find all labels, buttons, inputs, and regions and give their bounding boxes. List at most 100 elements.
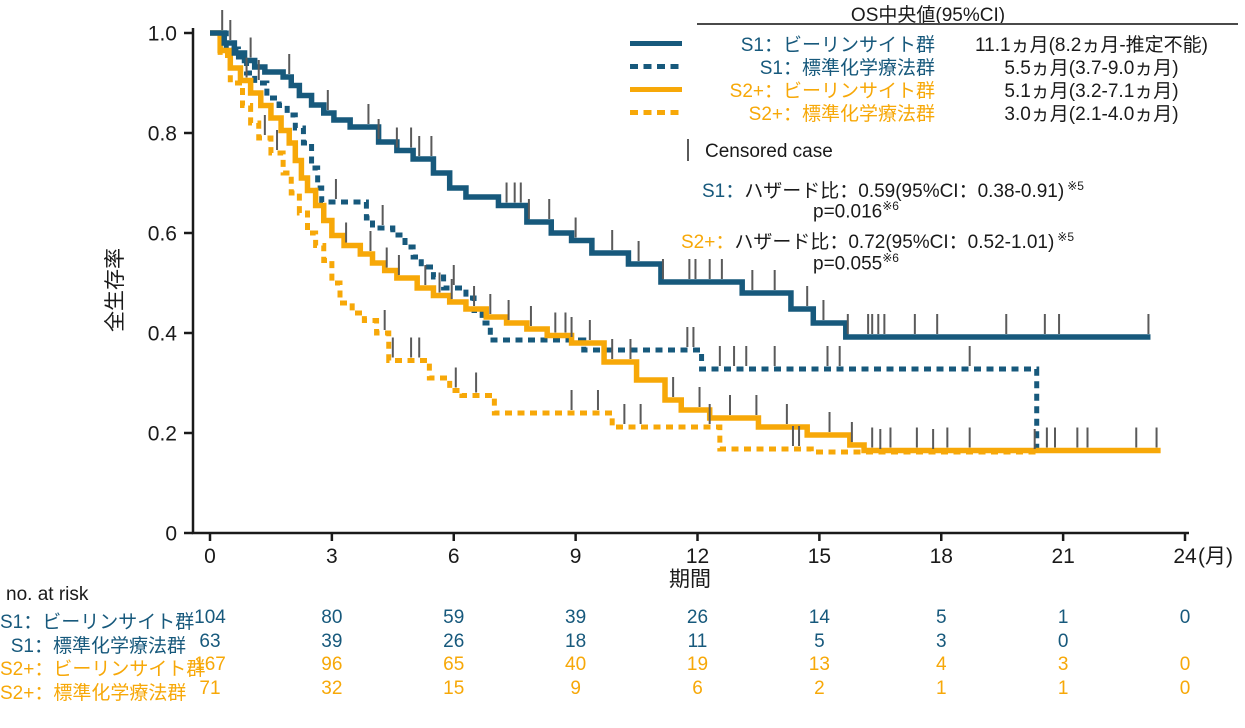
- s1-hazard-text: ハザード比：0.59(95%CI：0.38-0.91): [744, 181, 1065, 202]
- km-curve-s2-blincyto: [210, 30, 1161, 454]
- x-tick-label: 9: [570, 545, 582, 568]
- s2-p-footnote-ref: ※6: [882, 251, 899, 265]
- legend-row-1: S1：ビーリンサイト群 11.1ヵ月(8.2ヵ月-推定不能): [630, 32, 1245, 56]
- risk-count-cell: 1: [1057, 607, 1069, 628]
- s2-p-text: p=0.055: [813, 253, 883, 275]
- x-tick-label: 12: [686, 545, 709, 568]
- y-tick-label: 1.0: [148, 23, 177, 46]
- censor-marks-s2-chemo: [263, 115, 1036, 449]
- legend-series-label: S2+：ビーリンサイト群: [729, 81, 935, 102]
- km-curve-s2-chemo: [210, 30, 1039, 455]
- risk-count-cell: 65: [443, 654, 465, 676]
- censor-tick-icon: [687, 139, 689, 161]
- risk-count-cell: 26: [686, 607, 709, 628]
- risk-count-cell: 39: [565, 607, 587, 628]
- risk-count-cell: 96: [321, 654, 343, 676]
- dashed-line-swatch-icon: [630, 110, 682, 115]
- risk-count-cell: 167: [194, 654, 226, 676]
- solid-line-swatch-icon: [630, 87, 682, 92]
- s2-footnote-ref: ※5: [1057, 229, 1075, 244]
- risk-count-cell: 13: [808, 654, 830, 676]
- risk-count-cell: 0: [1179, 654, 1191, 676]
- y-tick-label: 0.8: [148, 123, 177, 146]
- dashed-line-swatch-icon: [630, 64, 682, 69]
- x-tick-label: 15: [808, 545, 831, 568]
- legend-header-os-median: OS中央値(95%CI): [850, 5, 1006, 26]
- legend-series-label: S2+：標準化学療法群: [748, 104, 935, 125]
- solid-line-swatch-icon: [630, 41, 682, 46]
- risk-count-cell: 19: [686, 654, 709, 676]
- risk-count-cell: 80: [321, 607, 343, 628]
- risk-count-cell: 2: [814, 678, 825, 700]
- s1-p-footnote-ref: ※6: [882, 199, 899, 213]
- x-tick-label: 24: [1173, 545, 1197, 568]
- legend-series-label: S1：ビーリンサイト群: [740, 35, 935, 56]
- x-axis-unit-label: (月): [1198, 545, 1233, 568]
- y-tick-label: 0: [165, 523, 177, 546]
- legend-median-value: 5.1ヵ月(3.2-7.1ヵ月): [1004, 81, 1179, 102]
- x-tick-label: 21: [1051, 545, 1074, 568]
- censor-marks-s1-blincyto: [221, 10, 1150, 334]
- legend-median-value: 3.0ヵ月(2.1-4.0ヵ月): [1004, 104, 1179, 125]
- risk-count-cell: 1: [935, 678, 947, 700]
- legend-row-4: S2+：標準化学療法群 3.0ヵ月(2.1-4.0ヵ月): [630, 101, 1245, 125]
- x-tick-label: 6: [448, 545, 460, 568]
- y-tick-label: 0.2: [148, 423, 177, 446]
- s1-p-text: p=0.016: [813, 201, 883, 223]
- survival-plot-area: 1.0 0.8 0.6 0.4 0.2 0 0 3 6 9 12 15 18 21 24 (月) 全生存率 期間: [104, 10, 1233, 591]
- risk-count-cell: 63: [199, 630, 221, 652]
- y-tick-label: 0.4: [148, 323, 178, 346]
- risk-count-cell: 5: [814, 630, 825, 652]
- s1-footnote-ref: ※5: [1067, 178, 1084, 193]
- censor-marks-s1-chemo: [257, 60, 1048, 448]
- risk-count-cell: 15: [443, 678, 465, 700]
- risk-count-cell: 14: [808, 607, 830, 628]
- risk-row-label: S2+：標準化学療法群: [0, 683, 187, 705]
- km-curve-s1-blincyto: [210, 30, 1151, 340]
- s2-p-value: p=0.055※6: [813, 251, 899, 275]
- s1-p-value: p=0.016※6: [813, 199, 899, 223]
- risk-count-cell: 6: [692, 678, 703, 700]
- risk-row-label: S1：ビーリンサイト群: [0, 612, 195, 633]
- s1-prefix: S1：: [702, 181, 745, 202]
- risk-count-cell: 0: [1057, 630, 1069, 652]
- s2-hazard-ratio-annotation: S2+：ハザード比：0.72(95%CI：0.52-1.01) ※5: [681, 227, 1074, 254]
- s2-prefix: S2+：: [681, 232, 735, 253]
- risk-row-label: S2+：ビーリンサイト群: [0, 659, 206, 681]
- y-axis-title: 全生存率: [104, 248, 127, 332]
- legend-divider: [697, 23, 1238, 25]
- risk-count-cell: 5: [935, 607, 947, 628]
- s1-hazard-ratio-annotation: S1：ハザード比：0.59(95%CI：0.38-0.91) ※5: [702, 176, 1084, 203]
- risk-count-cell: 3: [935, 630, 947, 652]
- x-axis-title: 期間: [669, 568, 711, 591]
- legend-row-2: S1：標準化学療法群 5.5ヵ月(3.7-9.0ヵ月): [630, 55, 1245, 79]
- risk-row-label: S1：標準化学療法群: [10, 635, 186, 657]
- risk-count-cell: 39: [321, 630, 343, 652]
- risk-table-title: no. at risk: [6, 584, 89, 605]
- risk-count-cell: 71: [199, 678, 221, 700]
- legend-series-label: S1：標準化学療法群: [759, 58, 935, 79]
- risk-count-cell: 1: [1057, 678, 1069, 700]
- legend-row-3: S2+：ビーリンサイト群 5.1ヵ月(3.2-7.1ヵ月): [630, 78, 1245, 102]
- risk-count-cell: 59: [443, 607, 465, 628]
- risk-count-cell: 4: [935, 654, 947, 676]
- risk-count-cell: 11: [687, 630, 708, 652]
- risk-count-cell: 9: [570, 678, 581, 700]
- km-curve-s1-chemo: [210, 30, 1055, 453]
- legend-median-value: 5.5ヵ月(3.7-9.0ヵ月): [1004, 58, 1179, 79]
- y-tick-label: 0.6: [148, 223, 177, 246]
- censored-case-legend: Censored case: [687, 139, 833, 163]
- risk-count-cell: 26: [443, 630, 465, 652]
- risk-count-cell: 18: [565, 630, 587, 652]
- censored-case-label: Censored case: [705, 141, 833, 162]
- risk-count-cell: 32: [321, 678, 343, 700]
- risk-count-cell: 3: [1057, 654, 1069, 676]
- legend-median-value: 11.1ヵ月(8.2ヵ月-推定不能): [975, 35, 1208, 56]
- risk-count-cell: 104: [194, 607, 226, 628]
- risk-count-cell: 40: [565, 654, 587, 676]
- risk-count-cell: 0: [1179, 607, 1191, 628]
- x-tick-label: 18: [930, 545, 953, 568]
- x-tick-label: 0: [204, 545, 216, 568]
